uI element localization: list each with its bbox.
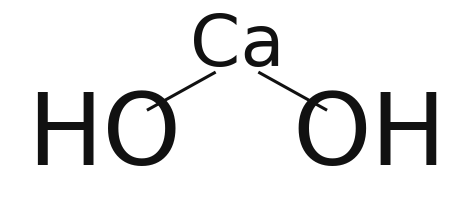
Text: HO: HO xyxy=(27,89,182,186)
Text: OH: OH xyxy=(292,89,447,186)
Text: Ca: Ca xyxy=(190,12,284,81)
